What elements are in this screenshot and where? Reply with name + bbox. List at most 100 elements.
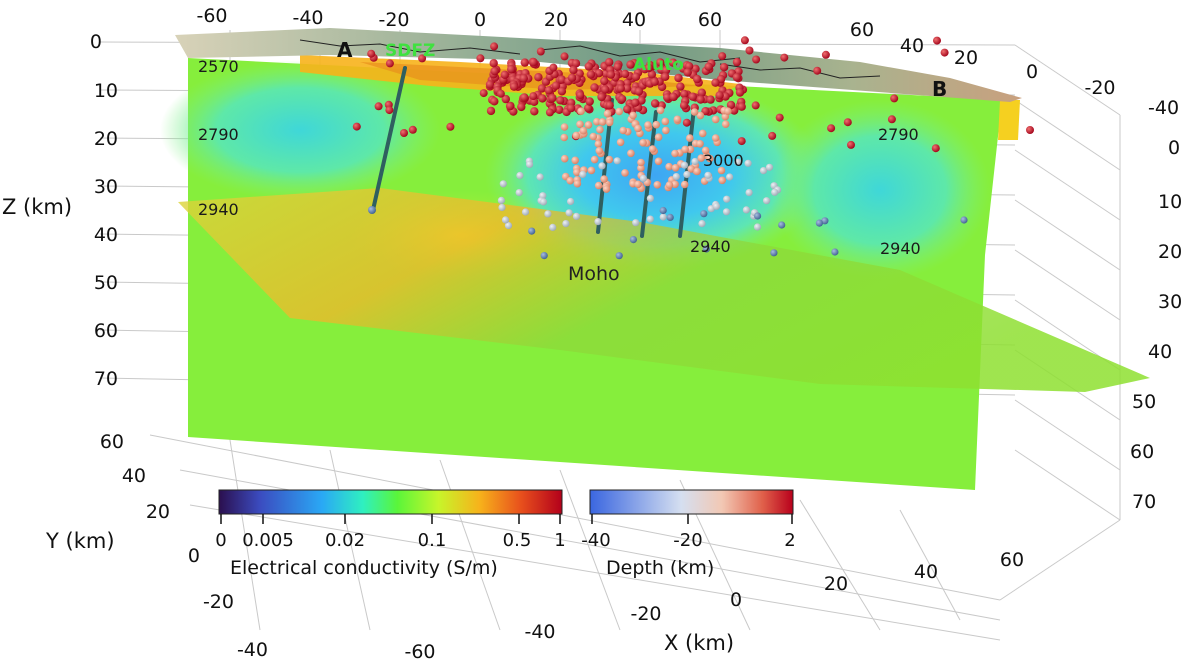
hypocenter-point bbox=[688, 92, 697, 101]
hypocenter-point bbox=[715, 91, 724, 100]
hypocenter-point bbox=[653, 181, 662, 189]
hypocenter-point bbox=[711, 115, 720, 124]
hypocenter-point bbox=[763, 197, 771, 205]
hypocenter-point bbox=[686, 145, 695, 154]
z-tick-label: 40 bbox=[94, 224, 118, 246]
hypocenter-points bbox=[352, 36, 1034, 260]
hypocenter-point bbox=[680, 89, 689, 99]
hypocenter-point bbox=[780, 53, 789, 62]
x-tick-label-top: -20 bbox=[378, 9, 409, 31]
z-tick-label-right: 50 bbox=[1132, 391, 1156, 413]
contour-label: 2790 bbox=[198, 125, 239, 144]
hypocenter-point bbox=[650, 77, 659, 87]
colorbar-tick: 0.005 bbox=[242, 530, 294, 551]
hypocenter-point bbox=[706, 95, 715, 104]
hypocenter-point bbox=[701, 146, 710, 155]
colorbar-tick: -40 bbox=[581, 530, 610, 551]
x-tick-label-bottom: 40 bbox=[914, 561, 938, 583]
hypocenter-point bbox=[613, 157, 621, 165]
hypocenter-point bbox=[549, 223, 557, 231]
x-tick-label-top: -60 bbox=[196, 5, 227, 27]
contour-label: 2570 bbox=[198, 57, 239, 76]
hypocenter-point bbox=[497, 196, 505, 204]
profile-start-label: A bbox=[337, 38, 353, 62]
hypocenter-point bbox=[590, 83, 599, 92]
hypocenter-point bbox=[637, 164, 645, 172]
hypocenter-point bbox=[662, 126, 670, 135]
hypocenter-point bbox=[590, 155, 599, 164]
hypocenter-point bbox=[408, 125, 417, 134]
contour-label: 2790 bbox=[878, 125, 919, 144]
hypocenter-point bbox=[605, 155, 614, 164]
hypocenter-point bbox=[682, 118, 691, 127]
hypocenter-point bbox=[933, 36, 941, 45]
contour-label: 2940 bbox=[198, 200, 239, 219]
colorbar-tick: -20 bbox=[673, 530, 702, 551]
hypocenter-point bbox=[634, 180, 642, 189]
colorbar-tick: 0 bbox=[215, 530, 226, 551]
hypocenter-point bbox=[722, 208, 731, 216]
hypocenter-point bbox=[521, 208, 530, 216]
hypocenter-point bbox=[490, 66, 499, 76]
hypocenter-point bbox=[501, 94, 510, 104]
hypocenter-point bbox=[721, 120, 730, 128]
hypocenter-point bbox=[529, 92, 538, 101]
hypocenter-point bbox=[573, 168, 581, 177]
hypocenter-point bbox=[740, 36, 749, 45]
hypocenter-point bbox=[654, 133, 663, 141]
hypocenter-point bbox=[687, 165, 695, 173]
hypocenter-point bbox=[519, 74, 528, 83]
profile-end-label: B bbox=[932, 77, 947, 101]
hypocenter-point bbox=[500, 70, 509, 80]
hypocenter-point bbox=[584, 121, 593, 129]
hypocenter-point bbox=[597, 92, 606, 102]
hypocenter-point bbox=[650, 99, 660, 108]
x-axis-label: X (km) bbox=[664, 631, 734, 655]
hypocenter-point bbox=[485, 80, 495, 89]
hypocenter-point bbox=[629, 236, 638, 244]
depth-colorbar: -40 -20 2 Depth (km) bbox=[581, 489, 796, 579]
hypocenter-point bbox=[775, 113, 784, 122]
hypocenter-point bbox=[627, 149, 635, 158]
hypocenter-point bbox=[1026, 126, 1034, 134]
z-tick-label: 10 bbox=[94, 80, 118, 102]
hypocenter-point bbox=[598, 162, 606, 170]
hypocenter-point bbox=[646, 215, 654, 223]
x-tick-label-bottom: -60 bbox=[404, 641, 435, 663]
hypocenter-point bbox=[540, 252, 548, 260]
hypocenter-point bbox=[600, 175, 608, 183]
hypocenter-point bbox=[940, 48, 949, 57]
hypocenter-point bbox=[544, 86, 554, 95]
hypocenter-point bbox=[745, 46, 754, 55]
moho-label: Moho bbox=[568, 263, 620, 285]
hypocenter-point bbox=[737, 137, 746, 146]
contour-label: 3000 bbox=[703, 151, 744, 170]
hypocenter-point bbox=[560, 154, 569, 163]
hypocenter-point bbox=[700, 210, 708, 218]
hypocenter-point bbox=[585, 97, 594, 106]
y-axis-label: Y (km) bbox=[45, 529, 115, 553]
hypocenter-point bbox=[499, 180, 507, 188]
hypocenter-point bbox=[659, 206, 667, 215]
hypocenter-point bbox=[551, 81, 561, 90]
hypocenter-point bbox=[652, 120, 661, 129]
y-tick-label: 0 bbox=[188, 545, 200, 567]
z-tick-label-right: 10 bbox=[1158, 191, 1182, 213]
hypocenter-point bbox=[691, 157, 699, 166]
hypocenter-point bbox=[536, 173, 544, 181]
hypocenter-point bbox=[711, 78, 720, 87]
hypocenter-point bbox=[584, 103, 593, 113]
hypocenter-point bbox=[596, 125, 604, 134]
hypocenter-point bbox=[634, 124, 642, 133]
hypocenter-point bbox=[615, 252, 623, 260]
hypocenter-point bbox=[745, 189, 753, 197]
hypocenter-point bbox=[529, 57, 538, 67]
hypocenter-point bbox=[586, 70, 596, 79]
x-tick-label-bottom: -20 bbox=[630, 603, 661, 625]
hypocenter-point bbox=[887, 115, 896, 124]
hypocenter-point bbox=[661, 66, 671, 75]
hypocenter-point bbox=[534, 73, 543, 82]
hypocenter-point bbox=[622, 84, 632, 93]
hypocenter-point bbox=[711, 134, 720, 142]
